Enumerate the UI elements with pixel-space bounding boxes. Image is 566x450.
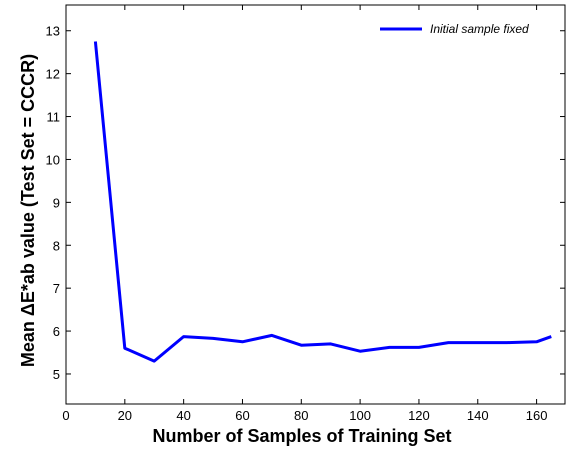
x-tick-label: 160 bbox=[526, 408, 548, 423]
x-tick-label: 100 bbox=[349, 408, 371, 423]
y-tick-label: 8 bbox=[53, 238, 60, 253]
y-tick-label: 7 bbox=[53, 281, 60, 296]
legend-label-initial-sample-fixed: Initial sample fixed bbox=[430, 22, 529, 36]
x-tick-label: 40 bbox=[176, 408, 190, 423]
x-tick-label: 0 bbox=[62, 408, 69, 423]
y-tick-label: 5 bbox=[53, 367, 60, 382]
x-tick-label: 140 bbox=[467, 408, 489, 423]
y-tick-label: 10 bbox=[46, 152, 60, 167]
y-tick-label: 6 bbox=[53, 324, 60, 339]
x-tick-label: 20 bbox=[118, 408, 132, 423]
y-tick-label: 12 bbox=[46, 67, 60, 82]
y-tick-label: 9 bbox=[53, 195, 60, 210]
x-tick-label: 80 bbox=[294, 408, 308, 423]
series-group bbox=[93, 41, 552, 363]
legend: Initial sample fixed bbox=[380, 22, 529, 36]
series-line-0 bbox=[93, 41, 552, 363]
x-axis-title: Number of Samples of Training Set bbox=[152, 426, 451, 446]
axis-ticks: 0 20 40 60 80 100 120 140 160 5 6 7 8 9 10 11 12 13 bbox=[46, 5, 565, 423]
x-tick-label: 120 bbox=[408, 408, 430, 423]
x-tick-label: 60 bbox=[235, 408, 249, 423]
y-tick-label: 13 bbox=[46, 24, 60, 39]
plot-area bbox=[65, 4, 566, 405]
y-tick-label: 11 bbox=[47, 110, 61, 125]
y-axis-title: Mean ΔE*ab value (Test Set = CCCR) bbox=[18, 54, 38, 367]
